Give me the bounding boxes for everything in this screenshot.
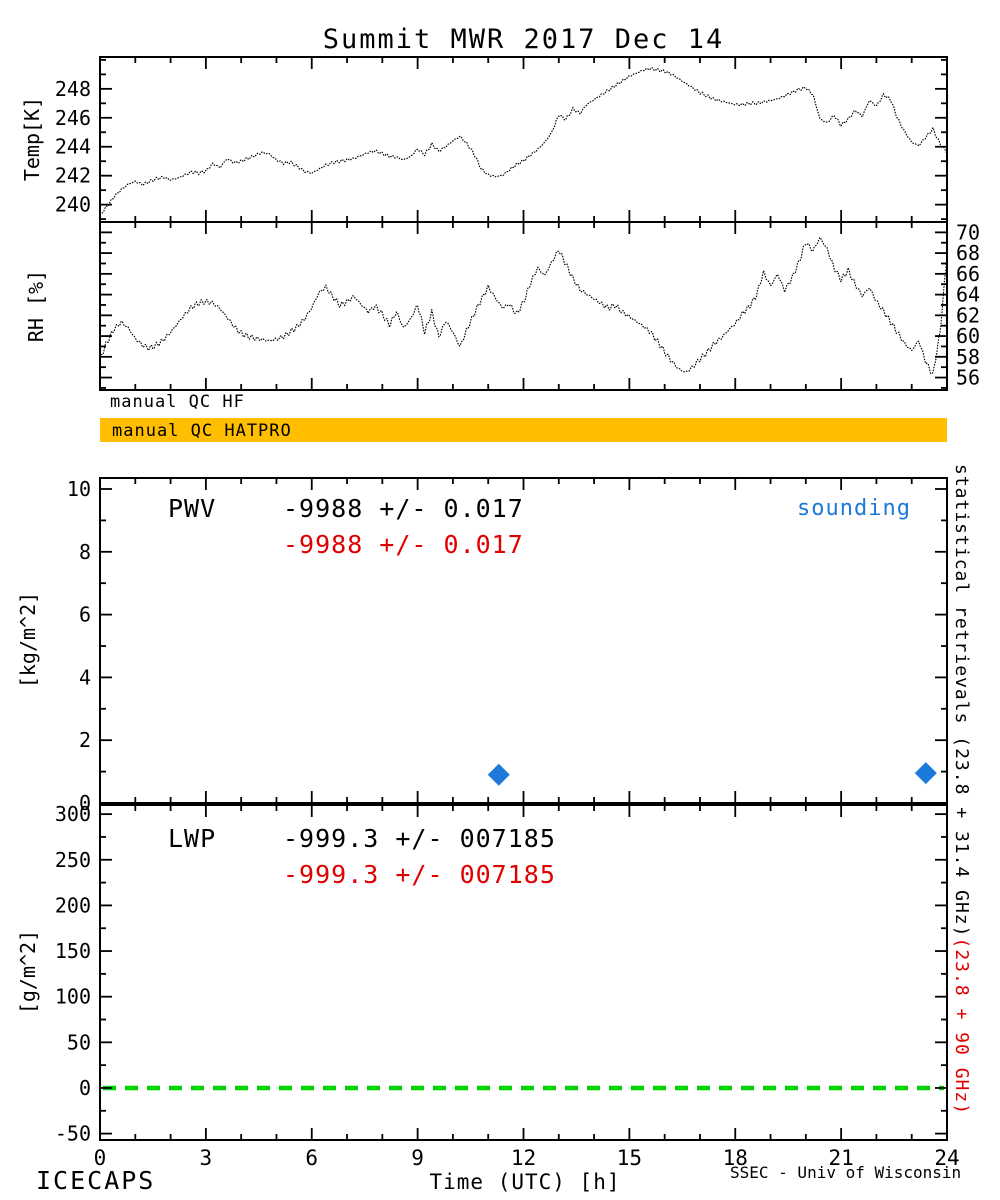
rh-ytick-label: 60 xyxy=(956,324,980,348)
right-side-caption: statistical retrievals (23.8 + 31.4 GHz)… xyxy=(948,464,974,1174)
rh-ytick-label: 70 xyxy=(956,220,980,244)
footer-credit-label: SSEC - Univ of Wisconsin xyxy=(730,1163,962,1182)
temp-ytick-label: 240 xyxy=(55,193,91,217)
pwv-ytick-label: 8 xyxy=(79,540,91,564)
temp-series xyxy=(99,66,948,215)
lwp-label: LWP xyxy=(168,824,217,853)
right-side-caption-black: statistical retrievals (23.8 + 31.4 GHz) xyxy=(951,464,972,938)
x-tick-label: 24 xyxy=(934,1146,959,1170)
rh-ytick-label: 64 xyxy=(956,283,980,307)
temp-ytick-label: 244 xyxy=(55,135,91,159)
pwv-value-black: -9988 +/- 0.017 xyxy=(283,494,524,523)
qc-hf-label: manual QC HF xyxy=(110,392,245,412)
x-tick-label: 0 xyxy=(94,1146,107,1170)
x-tick-label: 21 xyxy=(828,1146,853,1170)
pwv-label: PWV xyxy=(168,494,217,523)
rh-series xyxy=(99,235,948,375)
qc-hatpro-bar: manual QC HATPRO xyxy=(100,418,947,442)
rh-ytick-label: 68 xyxy=(956,241,980,265)
pwv-ytick-label: 2 xyxy=(79,728,91,752)
lwp-value-red: -999.3 +/- 007185 xyxy=(283,860,556,889)
rh-ytick-label: 62 xyxy=(956,303,980,327)
sounding-legend-label: sounding xyxy=(797,496,911,521)
lwp-ytick-label: 50 xyxy=(67,1030,91,1054)
lwp-ytick-label: 200 xyxy=(55,893,91,917)
qc-hatpro-label: manual QC HATPRO xyxy=(112,421,292,441)
lwp-ytick-label: 300 xyxy=(55,802,91,826)
lwp-ytick-label: 250 xyxy=(55,848,91,872)
lwp-value-black: -999.3 +/- 007185 xyxy=(283,824,556,853)
temp-axis-title: Temp[K] xyxy=(20,96,44,182)
x-tick-label: 9 xyxy=(411,1146,424,1170)
rh-ytick-label: 56 xyxy=(956,366,980,390)
rh-ytick-label: 66 xyxy=(956,262,980,286)
x-tick-label: 6 xyxy=(305,1146,318,1170)
sounding-diamond-marker xyxy=(487,763,510,786)
lwp-ytick-label: -50 xyxy=(55,1122,91,1146)
pwv-ytick-label: 6 xyxy=(79,603,91,627)
lwp-axis-title: [g/m^2] xyxy=(16,929,40,1015)
pwv-ytick-label: 10 xyxy=(67,477,91,501)
x-tick-label: 3 xyxy=(200,1146,213,1170)
x-tick-label: 12 xyxy=(511,1146,536,1170)
x-tick-label: 15 xyxy=(617,1146,642,1170)
lwp-ytick-label: 100 xyxy=(55,985,91,1009)
pwv-ytick-label: 4 xyxy=(79,665,91,689)
lwp-ytick-label: 150 xyxy=(55,939,91,963)
footer-project-label: ICECAPS xyxy=(36,1166,156,1195)
pwv-panel-border xyxy=(99,477,948,804)
pwv-ytick-label: 0 xyxy=(79,791,91,815)
pwv-value-red: -9988 +/- 0.017 xyxy=(283,530,524,559)
right-side-caption-red: (23.8 + 90 GHz) xyxy=(951,937,972,1116)
rh-ytick-label: 58 xyxy=(956,345,980,369)
lwp-ytick-label: 0 xyxy=(79,1076,91,1100)
sounding-diamond-marker xyxy=(914,762,937,785)
temp-ytick-label: 242 xyxy=(55,164,91,188)
temp-ytick-label: 248 xyxy=(55,77,91,101)
pwv-axis-title: [kg/m^2] xyxy=(16,591,40,689)
x-tick-label: 18 xyxy=(723,1146,748,1170)
rh-axis-title: RH [%] xyxy=(24,269,48,343)
chart-title: Summit MWR 2017 Dec 14 xyxy=(322,24,725,55)
temp-panel-border xyxy=(99,56,948,223)
x-axis-title: Time (UTC) [h] xyxy=(429,1170,621,1194)
rh-panel-border xyxy=(99,221,948,391)
temp-ytick-label: 246 xyxy=(55,106,91,130)
